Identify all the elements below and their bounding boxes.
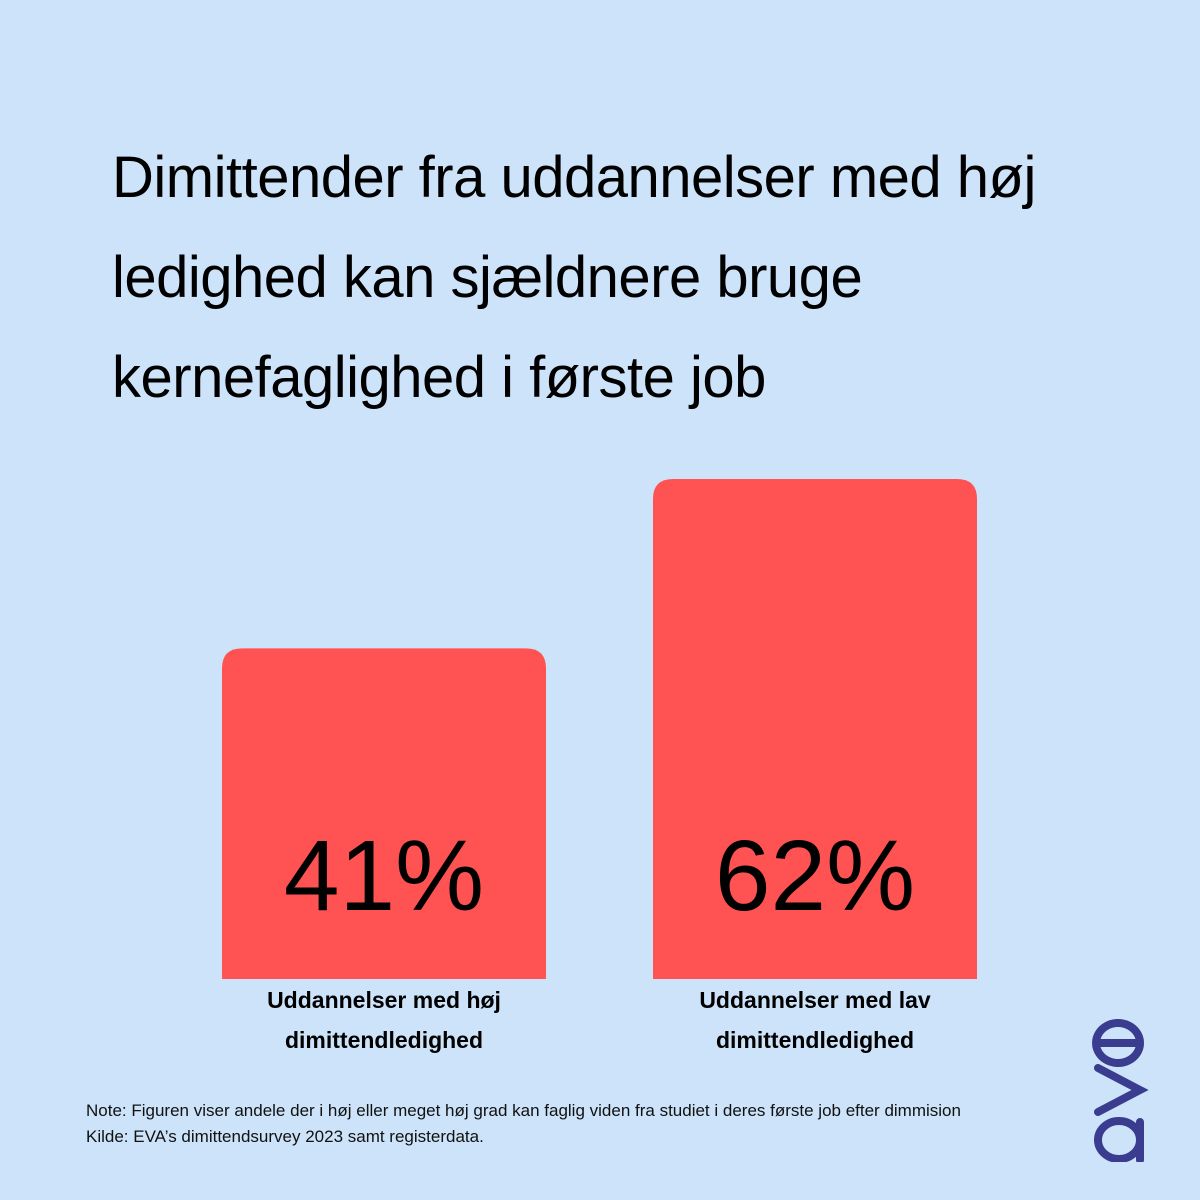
category-label-1-line-1: Uddannelser med høj — [267, 987, 501, 1013]
bar-value-label-2: 62% — [715, 820, 915, 932]
bar-value-label-1: 41% — [284, 820, 484, 932]
logo-letter-v — [1094, 1064, 1149, 1116]
chart-title: Dimittender fra uddannelser med høj ledi… — [112, 145, 1036, 410]
category-label-1-line-2: dimittendledighed — [285, 1027, 483, 1053]
category-label-2-line-2: dimittendledighed — [716, 1027, 914, 1053]
source-text: Kilde: EVA’s dimittendsurvey 2023 samt r… — [86, 1127, 484, 1146]
footnote: Note: Figuren viser andele der i høj ell… — [86, 1098, 1086, 1150]
logo-letter-e — [1092, 1019, 1144, 1067]
eva-logo — [1092, 1019, 1149, 1162]
category-label-2-line-1: Uddannelser med lav — [699, 987, 931, 1013]
logo-letter-a — [1094, 1117, 1145, 1162]
note-text: Note: Figuren viser andele der i høj ell… — [86, 1101, 961, 1120]
bar-1 — [222, 648, 546, 979]
bar-2 — [653, 479, 977, 979]
